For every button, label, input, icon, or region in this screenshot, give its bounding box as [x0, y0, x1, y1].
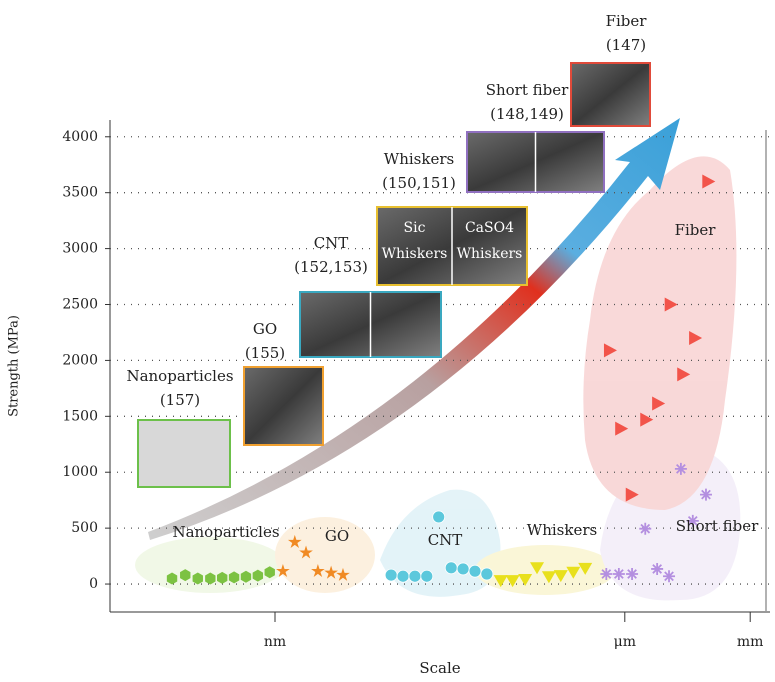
annotation-label: Short fiber	[486, 81, 569, 99]
point	[651, 563, 663, 575]
annotation-ref: (150,151)	[382, 174, 456, 192]
annotation-label: GO	[253, 320, 277, 338]
annotation-ref: (152,153)	[294, 258, 368, 276]
point	[613, 568, 625, 580]
y-tick-label: 2000	[62, 352, 98, 368]
point	[457, 563, 469, 575]
point	[626, 568, 638, 580]
micrograph	[571, 63, 650, 126]
group-label: Nanoparticles	[172, 523, 279, 541]
point	[481, 568, 493, 580]
annotation-label: CNT	[314, 234, 349, 252]
annotation-ref: (147)	[606, 36, 646, 54]
point	[421, 570, 433, 582]
y-tick-label: 3500	[62, 185, 98, 201]
point	[639, 523, 651, 535]
micrograph-text: Whiskers	[457, 246, 523, 262]
y-tick-label: 2500	[62, 297, 98, 313]
blob	[135, 537, 285, 593]
micrograph	[138, 420, 230, 487]
point	[445, 562, 457, 574]
y-tick-label: 1000	[62, 464, 98, 480]
blob	[475, 545, 615, 595]
annotation-label: Nanoparticles	[126, 367, 233, 385]
x-tick-label: nm	[264, 634, 286, 650]
group-label: Whiskers	[527, 521, 597, 539]
micrograph-text: Sic	[404, 220, 426, 236]
point	[385, 569, 397, 581]
x-tick-label: μm	[614, 634, 636, 650]
micrograph	[244, 367, 323, 445]
point	[433, 511, 445, 523]
point	[409, 570, 421, 582]
micrograph-text: Whiskers	[382, 246, 448, 262]
annotation-label: Fiber	[606, 12, 648, 30]
annotation-ref: (148,149)	[490, 105, 564, 123]
group-label: CNT	[428, 531, 463, 549]
point	[600, 568, 612, 580]
annotation-ref: (157)	[160, 391, 200, 409]
group-label: Fiber	[675, 221, 717, 239]
point	[675, 463, 687, 475]
annotation-ref: (155)	[245, 344, 285, 362]
annotation-label: Whiskers	[384, 150, 454, 168]
y-tick-label: 500	[71, 520, 98, 536]
x-tick-label: mm	[737, 634, 764, 650]
group-label: GO	[325, 527, 349, 545]
y-tick-label: 0	[89, 576, 98, 592]
chart: Strength (MPa) Scale 0 500 1000 1500 2000 250…	[0, 0, 775, 682]
point	[469, 565, 481, 577]
y-tick-label: 3000	[62, 241, 98, 257]
point	[663, 570, 675, 582]
point	[397, 570, 409, 582]
group-label: Short fiber	[676, 517, 759, 535]
x-axis-title: Scale	[419, 659, 460, 677]
micrograph-text: CaSO4	[465, 220, 514, 236]
y-tick-label: 4000	[62, 129, 98, 145]
y-tick-label: 1500	[62, 408, 98, 424]
y-axis-title: Strength (MPa)	[7, 315, 22, 417]
point	[700, 489, 712, 501]
